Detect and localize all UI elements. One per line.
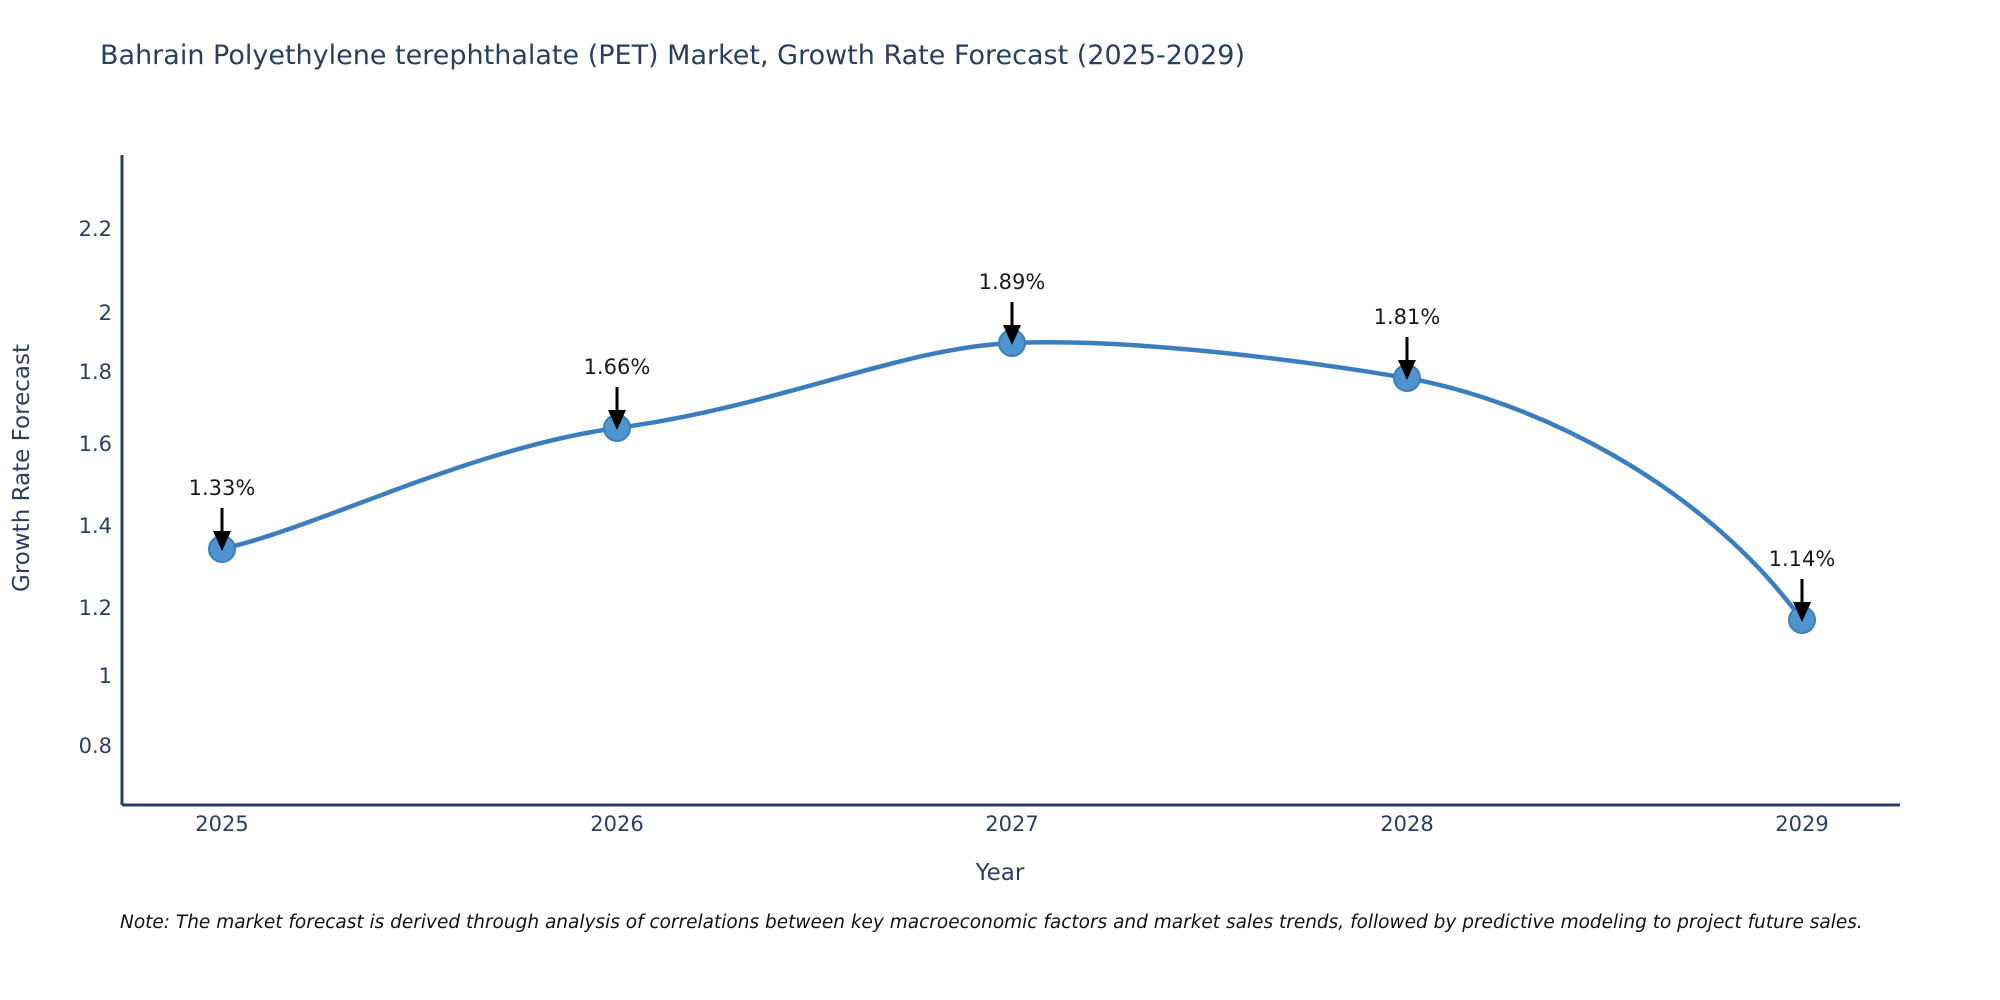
x-axis-tick-label: 2025 [195,812,249,836]
annotation-arrow-icon [1793,579,1811,622]
y-axis-tick-label: 1.2 [78,596,112,620]
data-line-growth-rate-forecast [219,340,1805,623]
y-axis-tick-label: 1.8 [78,360,112,384]
y-axis-tick-label: 1 [98,664,112,688]
data-point-label: 1.14% [1768,547,1836,571]
data-point-label: 1.33% [188,476,256,500]
annotation-arrow-icon [1003,302,1021,345]
x-axis-tick-label: 2026 [590,812,644,836]
chart-footnote: Note: The market forecast is derived thr… [120,912,1863,933]
data-point-label: 1.66% [583,355,651,379]
data-point-label: 1.81% [1373,305,1441,329]
chart-title: Bahrain Polyethylene terephthalate (PET)… [100,40,1246,71]
y-axis-tick-label: 2 [98,301,112,325]
data-point-label: 1.89% [978,270,1046,294]
y-axis-tick-label: 2.2 [78,217,112,241]
x-axis-tick-label: 2029 [1775,812,1829,836]
annotation-arrow-icon [1398,337,1416,380]
x-axis-title: Year [975,860,1025,886]
y-axis-tick-label: 1.4 [78,514,112,538]
x-axis-tick-label: 2027 [985,812,1039,836]
annotation-arrow-icon [608,387,626,430]
y-axis-tick-label: 0.8 [78,734,112,758]
annotation-arrow-icon [213,508,231,551]
y-axis-tick-label: 1.6 [78,432,112,456]
x-axis-tick-label: 2028 [1380,812,1434,836]
